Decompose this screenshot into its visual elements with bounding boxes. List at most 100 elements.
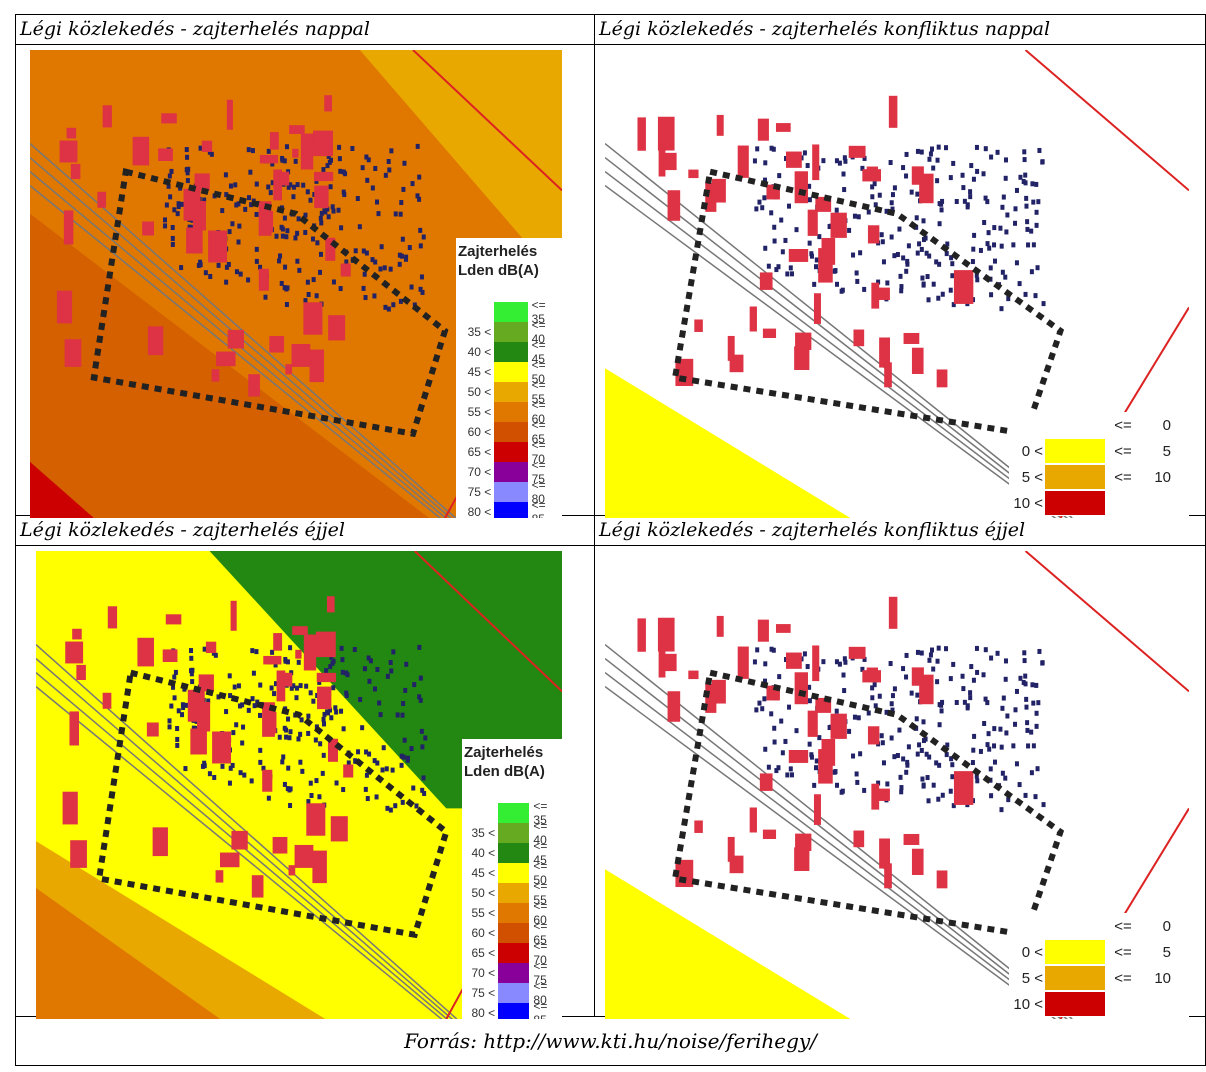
residential-house (993, 759, 998, 765)
residential-house (176, 708, 181, 714)
residential-house (888, 661, 893, 667)
residential-house (295, 230, 300, 236)
residential-house (821, 158, 826, 164)
residential-house (372, 686, 377, 692)
residential-house (284, 734, 289, 740)
residential-house (1023, 291, 1028, 297)
zone-conflict-0-5 (605, 368, 851, 518)
residential-house (985, 700, 990, 706)
residential-house (263, 294, 268, 300)
residential-house (892, 253, 897, 259)
residential-house (306, 799, 311, 805)
residential-house (873, 202, 878, 208)
residential-house (805, 664, 810, 670)
residential-house (1034, 181, 1039, 187)
residential-house (950, 273, 955, 279)
residential-house (418, 697, 423, 703)
residential-house (340, 657, 345, 663)
residential-house (939, 702, 944, 708)
residential-house (975, 168, 980, 174)
residential-house (1031, 743, 1036, 749)
legend-swatch (498, 943, 530, 963)
residential-house (945, 742, 950, 748)
legend-lower-bound: 0 < (1021, 442, 1043, 460)
industrial-building (66, 127, 77, 139)
residential-house (870, 194, 875, 200)
industrial-building (273, 633, 283, 651)
residential-house (985, 742, 990, 748)
residential-house (927, 754, 932, 760)
residential-house (325, 206, 330, 212)
legend-subtitle: Lden dB(A) (458, 262, 539, 279)
residential-house (921, 738, 926, 744)
legend-title: Zajterhelés (464, 744, 544, 761)
industrial-building (807, 710, 818, 737)
residential-house (294, 685, 299, 691)
residential-house (858, 250, 863, 256)
legend-upper-bound: 5 (1162, 442, 1171, 460)
conflict-legend-row: 0 < <= 5 (1009, 939, 1171, 965)
residential-house (1000, 705, 1005, 711)
residential-house (1005, 713, 1010, 719)
residential-house (814, 257, 819, 263)
residential-house (237, 703, 242, 709)
residential-house (176, 204, 181, 210)
residential-house (948, 788, 953, 794)
industrial-building (279, 171, 290, 186)
residential-house (892, 686, 897, 692)
residential-house (901, 666, 906, 672)
residential-house (418, 227, 423, 233)
residential-house (373, 259, 378, 265)
residential-house (375, 760, 380, 766)
residential-house (762, 696, 767, 702)
industrial-building (911, 667, 924, 686)
industrial-building (291, 343, 311, 367)
legend-row: <= 35 (464, 799, 560, 827)
industrial-building (953, 270, 974, 304)
residential-house (181, 705, 186, 711)
residential-house (856, 715, 861, 721)
residential-house (961, 686, 966, 692)
residential-house (338, 286, 343, 292)
residential-house (314, 778, 319, 784)
residential-house (266, 148, 271, 154)
legend-lower-bound: 35 < (467, 325, 492, 339)
residential-house (329, 715, 334, 721)
legend-upper-bound: <= 60 (531, 398, 546, 426)
residential-house (176, 201, 181, 207)
road-line (30, 185, 442, 518)
industrial-building (259, 154, 278, 164)
residential-house (1030, 181, 1035, 187)
residential-house (870, 184, 875, 190)
industrial-building (663, 653, 677, 672)
residential-house (974, 144, 979, 150)
residential-house (401, 701, 406, 707)
residential-house (889, 735, 894, 741)
residential-house (785, 271, 790, 277)
residential-house (415, 193, 420, 199)
residential-house (288, 786, 293, 792)
residential-house (787, 203, 792, 209)
industrial-building (316, 645, 332, 657)
residential-house (760, 706, 765, 712)
residential-house (948, 676, 953, 682)
residential-house (1014, 187, 1019, 193)
residential-house (1022, 650, 1027, 656)
residential-house (914, 725, 919, 731)
legend-upper-bound: <= 70 (533, 939, 548, 967)
residential-house (282, 781, 287, 787)
residential-house (904, 151, 909, 157)
legend-subtitle: Lden dB(A) (464, 763, 545, 780)
residential-house (227, 229, 232, 235)
residential-house (191, 725, 196, 731)
residential-house (387, 167, 392, 173)
residential-house (1041, 301, 1046, 307)
residential-house (854, 771, 859, 777)
industrial-building (853, 329, 865, 347)
residential-house (306, 730, 311, 736)
industrial-building (288, 865, 296, 876)
residential-house (1023, 673, 1028, 679)
conflict-legend: <= 0 0 < <= 5 5 < <= 10 10 < (1009, 412, 1171, 516)
residential-house (1024, 704, 1029, 710)
map-comparison-table: Légi közlekedés - zajterhelés nappal Lég… (15, 14, 1206, 1066)
